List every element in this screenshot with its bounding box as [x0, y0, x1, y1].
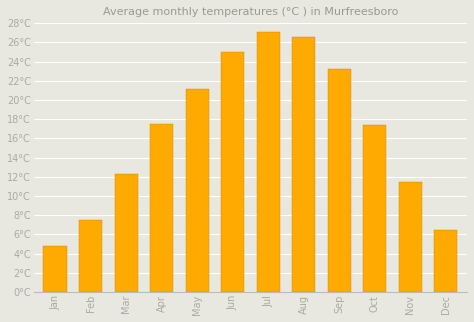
Bar — [185, 89, 209, 292]
Bar — [185, 89, 209, 292]
Bar — [44, 246, 66, 292]
Bar — [399, 182, 422, 292]
Bar — [363, 125, 386, 292]
Bar — [328, 69, 351, 292]
Bar — [256, 32, 280, 292]
Bar — [79, 220, 102, 292]
Bar — [115, 174, 137, 292]
Bar — [292, 37, 315, 292]
Bar — [221, 52, 244, 292]
Bar — [399, 182, 422, 292]
Bar — [434, 230, 457, 292]
Bar — [150, 124, 173, 292]
Bar — [44, 246, 66, 292]
Bar — [363, 125, 386, 292]
Bar — [115, 174, 137, 292]
Title: Average monthly temperatures (°C ) in Murfreesboro: Average monthly temperatures (°C ) in Mu… — [103, 7, 398, 17]
Bar — [328, 69, 351, 292]
Bar — [434, 230, 457, 292]
Bar — [292, 37, 315, 292]
Bar — [79, 220, 102, 292]
Bar — [256, 32, 280, 292]
Bar — [150, 124, 173, 292]
Bar — [221, 52, 244, 292]
